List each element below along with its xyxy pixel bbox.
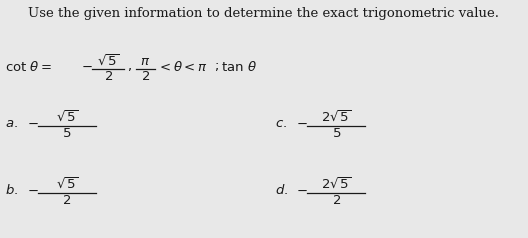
- Text: $-$: $-$: [296, 184, 308, 197]
- Text: $2$: $2$: [332, 194, 341, 207]
- Text: Use the given information to determine the exact trigonometric value.: Use the given information to determine t…: [29, 7, 499, 20]
- Text: $a.$: $a.$: [5, 117, 18, 130]
- Text: $2\sqrt{5}$: $2\sqrt{5}$: [321, 177, 352, 192]
- Text: $,$: $,$: [127, 60, 131, 73]
- Text: $\pi$: $\pi$: [140, 55, 150, 68]
- Text: $b.$: $b.$: [5, 183, 18, 197]
- Text: $\sqrt{5}$: $\sqrt{5}$: [56, 177, 78, 192]
- Text: $2\sqrt{5}$: $2\sqrt{5}$: [321, 110, 352, 125]
- Text: $2$: $2$: [103, 70, 113, 83]
- Text: $c.$: $c.$: [275, 117, 287, 130]
- Text: $< \theta < \pi$: $< \theta < \pi$: [157, 60, 208, 74]
- Text: $-$: $-$: [27, 184, 39, 197]
- Text: $\tan\,\theta$: $\tan\,\theta$: [221, 60, 257, 74]
- Text: $\sqrt{5}$: $\sqrt{5}$: [97, 53, 119, 68]
- Text: $\cot\,\theta = $: $\cot\,\theta = $: [5, 60, 52, 74]
- Text: $-$: $-$: [296, 117, 308, 130]
- Text: $2$: $2$: [62, 194, 72, 207]
- Text: $2$: $2$: [140, 70, 150, 83]
- Text: $-$: $-$: [81, 60, 93, 73]
- Text: $;$: $;$: [214, 60, 219, 73]
- Text: $-$: $-$: [27, 117, 39, 130]
- Text: $5$: $5$: [332, 127, 341, 140]
- Text: $5$: $5$: [62, 127, 72, 140]
- Text: $d.$: $d.$: [275, 183, 288, 197]
- Text: $\sqrt{5}$: $\sqrt{5}$: [56, 110, 78, 125]
